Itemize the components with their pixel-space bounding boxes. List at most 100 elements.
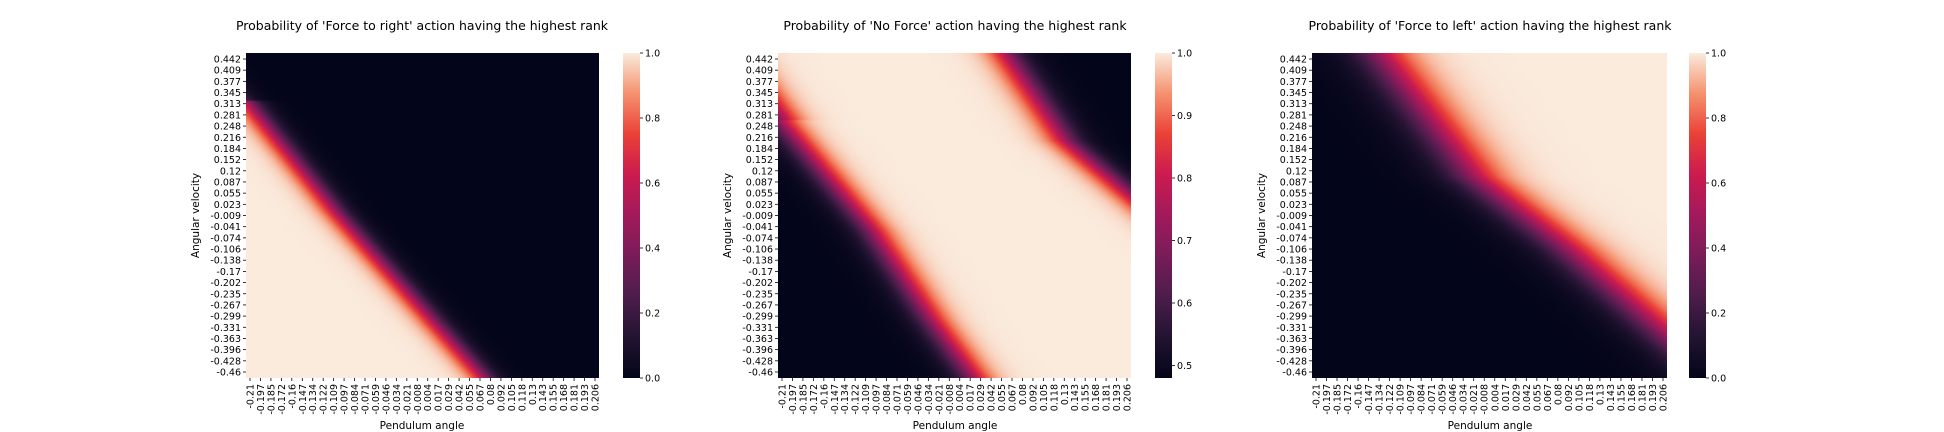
y-axis-label: Angular velocity — [722, 173, 734, 258]
y-tick-label: 0.023 — [214, 200, 241, 211]
y-tick-label: -0.074 — [742, 233, 773, 244]
y-tick-label: 0.055 — [214, 189, 241, 200]
x-tick-label: 0.067 — [476, 384, 487, 411]
x-tick-label: -0.134 — [840, 384, 851, 415]
y-tick-label: 0.087 — [214, 177, 241, 188]
y-tick-label: -0.17 — [748, 267, 773, 278]
x-tick-label: -0.097 — [340, 384, 351, 415]
y-tick-label: -0.331 — [742, 323, 773, 334]
y-tick-labels: 0.4420.4090.3770.3450.3130.2810.2480.216… — [1276, 55, 1312, 379]
y-tick-label: -0.106 — [742, 245, 773, 256]
x-tick-label: 0.143 — [1070, 384, 1081, 411]
y-tick-label: -0.235 — [1276, 289, 1307, 300]
y-tick-label: -0.009 — [742, 211, 773, 222]
heatmap-panel-force-right: Probability of 'Force to right' action h… — [190, 18, 660, 432]
x-tick-label: 0.206 — [591, 384, 602, 411]
y-tick-label: 0.281 — [746, 110, 773, 121]
y-tick-label: -0.46 — [748, 368, 773, 379]
x-tick-label: 0.155 — [1081, 384, 1092, 411]
x-tick-label: -0.021 — [402, 384, 413, 415]
y-tick-label: -0.363 — [1276, 334, 1307, 345]
y-tick-label: 0.409 — [1280, 66, 1307, 77]
x-tick-label: -0.097 — [872, 384, 883, 415]
y-tick-label: -0.396 — [742, 345, 773, 356]
y-tick-label: -0.46 — [1282, 368, 1307, 379]
y-tick-label: 0.377 — [1280, 77, 1307, 88]
colorbar-tick-label: 0.6 — [1177, 299, 1192, 310]
x-tick-label: -0.197 — [1322, 384, 1333, 415]
y-tick-label: 0.087 — [1280, 177, 1307, 188]
y-tick-label: 0.152 — [214, 155, 241, 166]
y-tick-label: -0.138 — [210, 256, 241, 267]
x-tick-label: -0.172 — [277, 384, 288, 415]
colorbar-tick-label: 0.0 — [1711, 374, 1726, 385]
colorbar-tick-label: 0.2 — [645, 309, 660, 320]
x-tick-label: 0.168 — [559, 384, 570, 411]
colorbar-ticks: 0.0 0.2 0.4 0.6 0.8 1.0 — [640, 49, 660, 385]
x-tick-label: -0.071 — [361, 384, 372, 415]
y-tick-label: -0.009 — [1276, 211, 1307, 222]
y-tick-label: -0.428 — [742, 356, 773, 367]
y-tick-label: -0.267 — [742, 300, 773, 311]
y-tick-labels: 0.4420.4090.3770.3450.3130.2810.2480.216… — [210, 55, 246, 379]
y-tick-label: 0.313 — [214, 99, 241, 110]
y-tick-label: 0.313 — [1280, 99, 1307, 110]
colorbar — [1155, 53, 1172, 378]
x-tick-label: 0.118 — [517, 384, 528, 411]
y-tick-label: -0.106 — [210, 245, 241, 256]
x-tick-label: 0.118 — [1049, 384, 1060, 411]
y-tick-label: 0.12 — [220, 166, 241, 177]
x-tick-label: 0.029 — [444, 384, 455, 411]
x-axis-label: Pendulum angle — [1448, 420, 1533, 432]
x-axis-label: Pendulum angle — [380, 420, 465, 432]
x-tick-label: -0.172 — [1343, 384, 1354, 415]
y-tick-label: -0.138 — [1276, 256, 1307, 267]
x-tick-label: -0.134 — [308, 384, 319, 415]
x-tick-label: 0.017 — [966, 384, 977, 411]
y-tick-label: -0.363 — [742, 334, 773, 345]
y-tick-label: -0.267 — [210, 300, 241, 311]
y-tick-label: 0.281 — [1280, 110, 1307, 121]
heatmap-image — [1312, 53, 1667, 378]
x-tick-label: -0.021 — [934, 384, 945, 415]
y-tick-label: 0.023 — [746, 200, 773, 211]
x-tick-labels: -0.21 -0.197 -0.185 -0.172 -0.16 -0.147 -0.134… — [1312, 378, 1670, 415]
colorbar-tick-label: 0.4 — [1711, 244, 1726, 255]
x-tick-label: -0.21 — [1312, 384, 1323, 409]
x-tick-label: -0.097 — [1406, 384, 1417, 415]
x-tick-label: 0.055 — [465, 384, 476, 411]
y-tick-label: 0.12 — [1286, 166, 1307, 177]
x-tick-label: -0.059 — [371, 384, 382, 415]
x-tick-label: -0.046 — [381, 384, 392, 415]
y-tick-label: 0.313 — [746, 99, 773, 110]
x-tick-label: 0.08 — [1553, 384, 1564, 405]
x-tick-label: -0.172 — [809, 384, 820, 415]
x-tick-label: -0.185 — [1333, 384, 1344, 415]
x-tick-label: 0.181 — [1637, 384, 1648, 411]
x-tick-label: 0.155 — [1616, 384, 1627, 411]
x-tick-label: -0.122 — [851, 384, 862, 415]
y-tick-label: 0.087 — [746, 177, 773, 188]
x-tick-label: -0.21 — [246, 384, 257, 409]
x-tick-label: 0.118 — [1585, 384, 1596, 411]
x-tick-label: -0.122 — [319, 384, 330, 415]
x-tick-label: 0.092 — [1028, 384, 1039, 411]
colorbar — [1689, 53, 1706, 378]
x-tick-label: 0.004 — [955, 384, 966, 411]
x-tick-label: 0.029 — [1511, 384, 1522, 411]
colorbar-tick-label: 0.9 — [1177, 111, 1192, 122]
colorbar-ticks: 0.5 0.6 0.7 0.8 0.9 1.0 — [1172, 49, 1192, 372]
x-tick-label: 0.08 — [1018, 384, 1029, 405]
y-tick-label: 0.184 — [1280, 144, 1307, 155]
x-tick-label: -0.16 — [819, 384, 830, 409]
x-tick-label: 0.017 — [434, 384, 445, 411]
y-tick-label: -0.074 — [1276, 233, 1307, 244]
x-tick-label: -0.084 — [882, 384, 893, 415]
y-tick-label: 0.248 — [1280, 122, 1307, 133]
y-tick-label: -0.267 — [1276, 300, 1307, 311]
colorbar-tick-label: 0.8 — [1711, 114, 1726, 125]
x-tick-label: -0.16 — [1354, 384, 1365, 409]
colorbar-tick-label: 0.2 — [1711, 309, 1726, 320]
y-tick-label: -0.041 — [210, 222, 241, 233]
